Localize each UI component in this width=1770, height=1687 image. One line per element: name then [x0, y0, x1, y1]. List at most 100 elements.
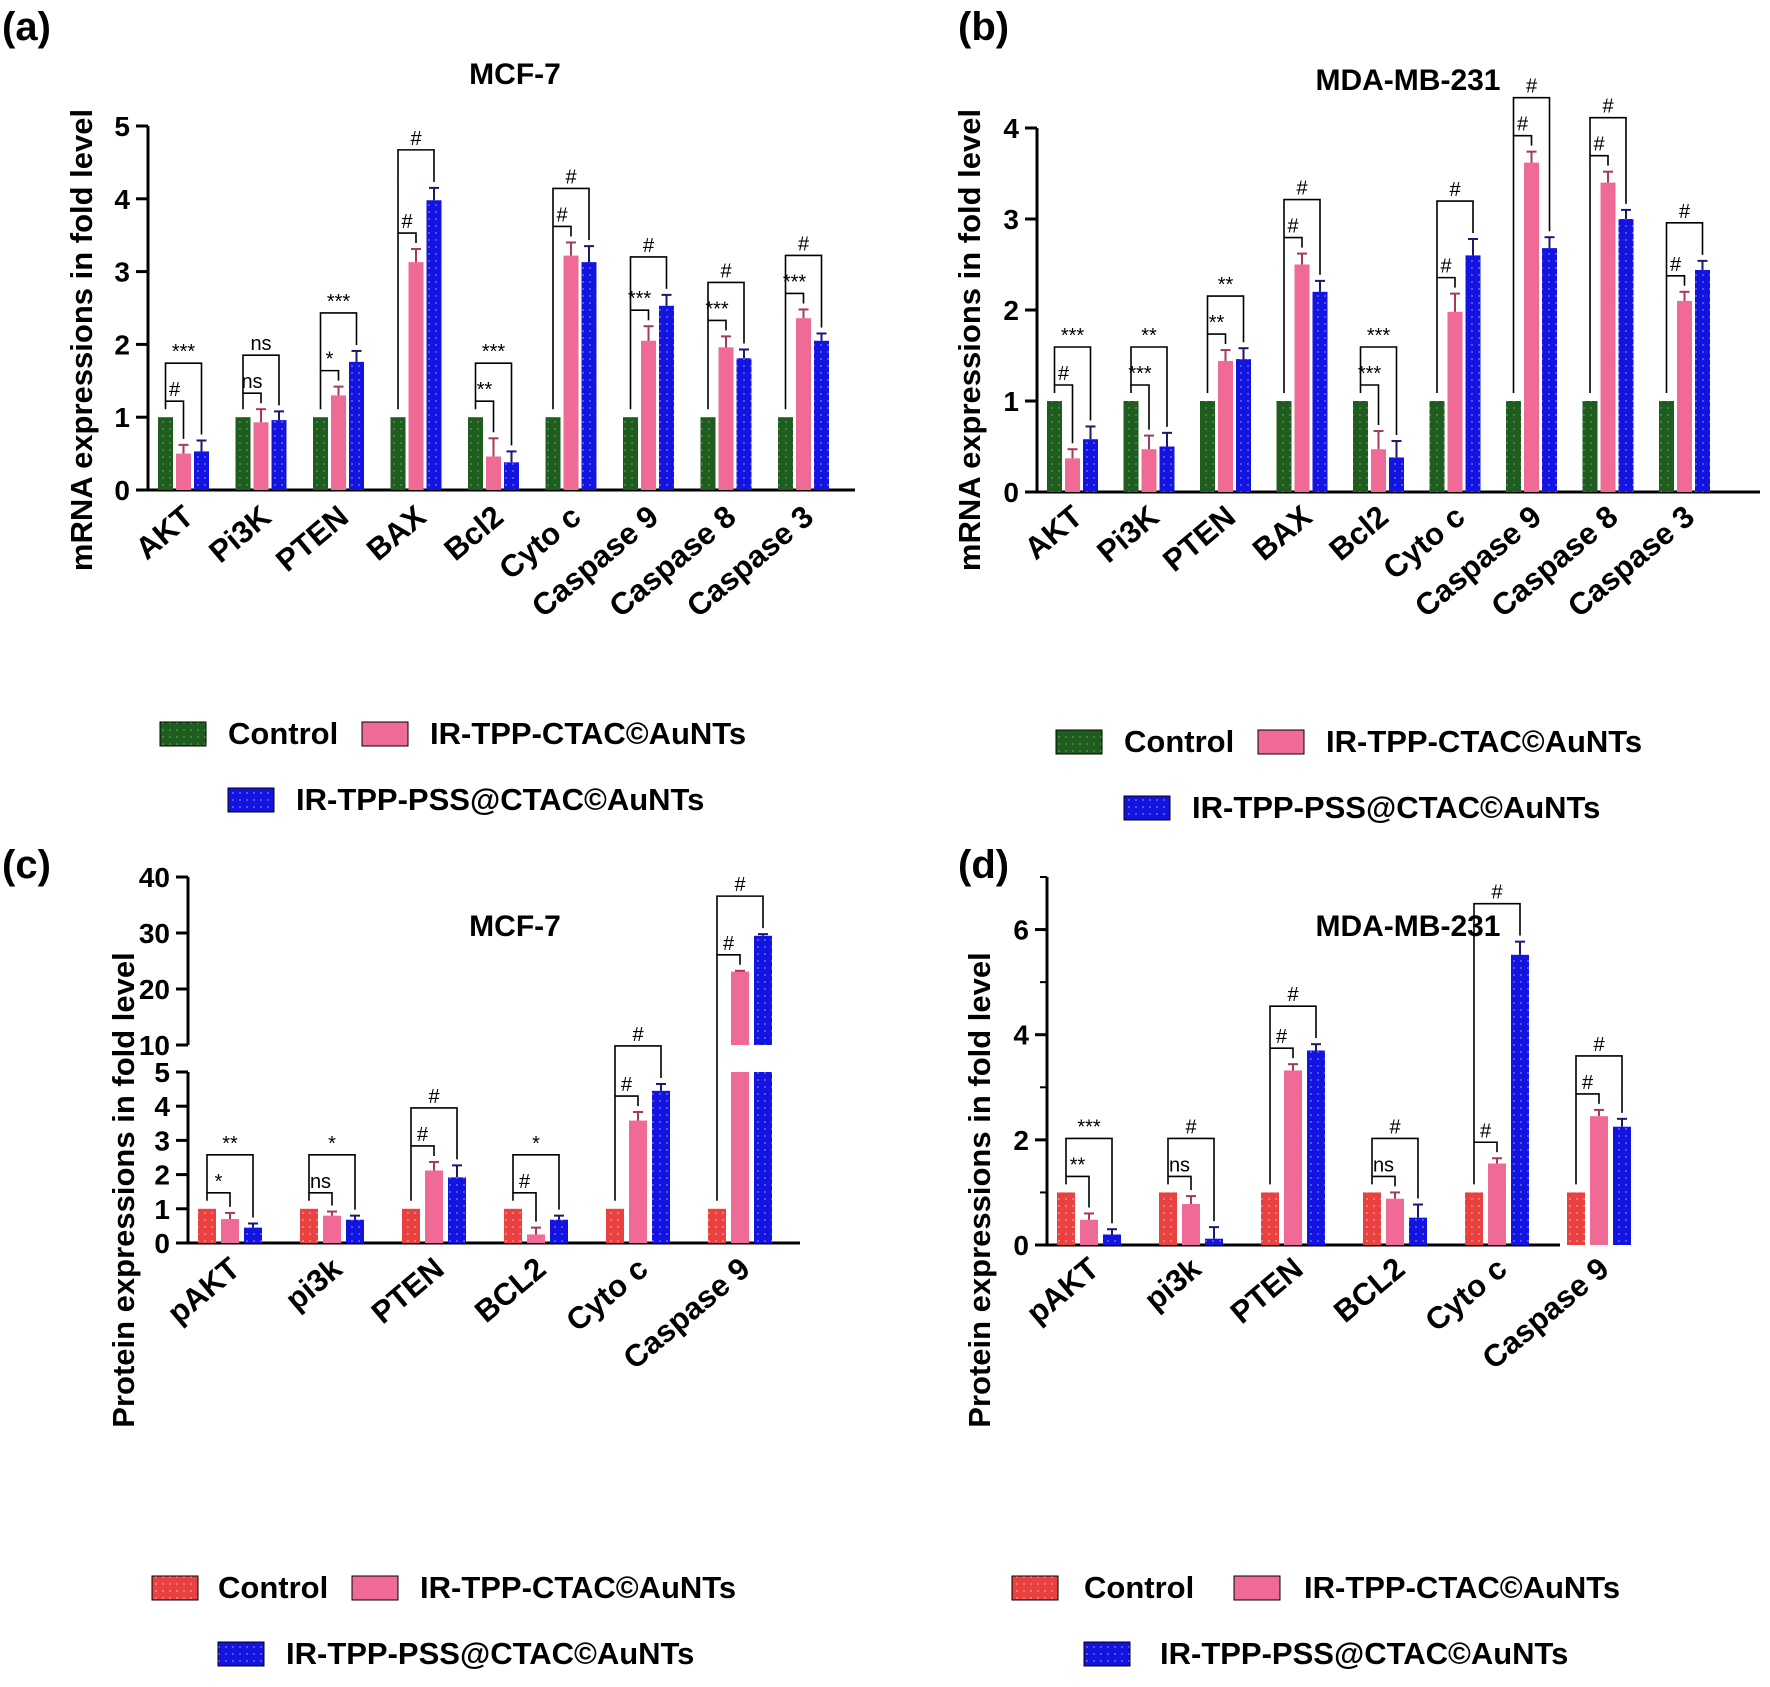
panel-a-bar-2: [659, 305, 674, 490]
panel-a-bar-0: [235, 417, 251, 490]
panel-b-sig-bracket: [1436, 200, 1474, 278]
panel-a-letter: (a): [2, 5, 51, 49]
panel-a-sig-label: #: [401, 211, 413, 233]
panel-d-sig-label: #: [1276, 1026, 1288, 1048]
panel-c-bar-0: [708, 1208, 726, 1243]
panel-b-sig-label: #: [1526, 76, 1538, 98]
panel-c-category-label: PTEN: [365, 1251, 451, 1331]
panel-a-ytick-label: 5: [114, 111, 130, 142]
panel-c-sig-bracket: [512, 1154, 560, 1210]
panel-a-sig-bracket: [707, 319, 727, 410]
panel-d-sig-label: #: [1480, 1120, 1492, 1142]
panel-c-category-label: BCL2: [468, 1251, 553, 1330]
panel-a-sig-label: ***: [705, 298, 729, 320]
panel-a-legend: Control IR-TPP-CTAC©AuNTs IR-TPP-PSS@CTA…: [159, 716, 746, 817]
panel-b-bar-0: [1506, 401, 1521, 492]
panel-b-sig-bracket: [1053, 384, 1074, 444]
panel-b-sig-label: **: [1209, 312, 1225, 334]
panel-b-sig-bracket: [1589, 154, 1609, 393]
panel-a-sig-bracket: [474, 400, 495, 433]
panel-a-sig-bracket: [784, 254, 823, 328]
panel-d-sig-label: #: [1491, 882, 1503, 904]
panel-c-bar-0: [504, 1208, 522, 1243]
legend-swatch-pss: [1123, 795, 1171, 821]
panel-d-bar-0: [1363, 1192, 1381, 1245]
panel-a-sig-label: *: [326, 349, 334, 371]
panel-a-sig-bracket: [164, 362, 203, 435]
panel-d-letter: (d): [958, 843, 1009, 887]
panel-b-sig-bracket: [1589, 116, 1627, 204]
panel-d-sig-bracket: [1473, 1141, 1498, 1185]
panel-a-bar-1: [718, 347, 734, 490]
panel-b-category-label: PTEN: [1156, 499, 1242, 579]
panel-b-bar-1: [1141, 449, 1157, 492]
panel-b-bar-2: [1083, 439, 1098, 492]
panel-b-bar-0: [1659, 401, 1674, 492]
panel-c-ytick-label: 0: [154, 1228, 170, 1259]
panel-a-ytick-label: 1: [114, 402, 130, 433]
panel-b-bar-1: [1294, 264, 1310, 492]
panel-b-sig-bracket: [1665, 275, 1686, 393]
panel-a-sig-label: ns: [250, 333, 271, 355]
panel-d-sig-bracket: [1269, 1047, 1294, 1185]
panel-b-bar-0: [1582, 401, 1598, 492]
panel-b-sig-label: #: [1440, 256, 1452, 278]
panel-c-sig-bracket: [308, 1192, 333, 1206]
panel-c-bar-1: [221, 1219, 239, 1243]
panel-a-bar-1: [796, 318, 811, 490]
panel-a-sig-label: #: [720, 260, 732, 282]
panel-c-bar-0: [300, 1208, 318, 1243]
panel-d-sig-label: ***: [1077, 1116, 1101, 1138]
panel-d-ytick-label: 4: [1013, 1020, 1029, 1051]
panel-a-bar-0: [313, 417, 328, 490]
panel-c-ytick-label: 5: [154, 1057, 170, 1088]
panel-b-sig-bracket: [1130, 384, 1150, 430]
panel-c-sig-label: #: [723, 933, 735, 955]
panel-a-bar-0: [545, 417, 561, 490]
panel-b-bar-1: [1677, 300, 1692, 492]
panel-b-bar-2: [1542, 248, 1557, 492]
panel-c-ytick-label: 2: [154, 1160, 170, 1191]
panel-b-bar-1: [1600, 182, 1616, 492]
panel-a-sig-bracket: [319, 312, 358, 371]
panel-d-sig-label: #: [1287, 984, 1299, 1006]
panel-d-bar-1: [1590, 1116, 1608, 1245]
panel-c-bar-2: [346, 1219, 364, 1243]
panel-d-sig-bracket: [1371, 1137, 1419, 1199]
legend-swatch-ctac: [361, 721, 409, 747]
panel-b-sig-bracket: [1359, 346, 1398, 436]
panel-d-sig-label: #: [1593, 1034, 1605, 1056]
panel-c-ytick-label: 3: [154, 1125, 170, 1156]
panel-b-sig-label: **: [1141, 325, 1157, 347]
panel-c-category-label: pAKT: [161, 1251, 247, 1331]
panel-a-category-label: PTEN: [269, 499, 355, 579]
panel-b-sig-label: ***: [1128, 363, 1152, 385]
panel-b-category-label: BAX: [1246, 498, 1319, 567]
panel-b-sig-label: #: [1670, 254, 1682, 276]
legend-swatch-pss: [227, 787, 275, 813]
panel-b-bar-0: [1047, 401, 1062, 492]
panel-a-bar-2: [271, 420, 287, 490]
panel-c-bar-1-upper: [731, 971, 749, 1045]
panel-c-legend: Control IR-TPP-CTAC©AuNTs IR-TPP-PSS@CTA…: [151, 1570, 736, 1671]
panel-d-sig-bracket: [1575, 1093, 1600, 1185]
panel-b-bar-2: [1465, 255, 1481, 492]
panel-d-category-label: PTEN: [1224, 1251, 1310, 1331]
panel-d-sig-label: ns: [1169, 1154, 1190, 1176]
panel-b-sig-label: #: [1602, 96, 1614, 118]
panel-c-bar-1: [629, 1120, 647, 1243]
panel-b-ytick-label: 4: [1003, 113, 1019, 144]
panel-a-sig-label: #: [798, 233, 810, 255]
panel-b-sig-bracket: [1359, 384, 1380, 426]
panel-b-bar-2: [1312, 291, 1328, 492]
panel-b-sig-bracket: [1206, 333, 1227, 393]
panel-a-bar-0: [700, 417, 716, 490]
panel-d-plot: 0246*****pAKTns#pi3k##PTENns#BCL2##Cyto …: [1013, 876, 1631, 1376]
panel-a-ytick-label: 3: [114, 257, 130, 288]
panel-d-sig-bracket: [1167, 1175, 1192, 1191]
legend-label-control: Control: [1124, 724, 1234, 759]
panel-b-bar-2: [1618, 219, 1634, 492]
panel-d-bar-2: [1409, 1217, 1427, 1245]
panel-a-ytick-label: 4: [114, 184, 130, 215]
panel-a-sig-bracket: [629, 309, 650, 410]
